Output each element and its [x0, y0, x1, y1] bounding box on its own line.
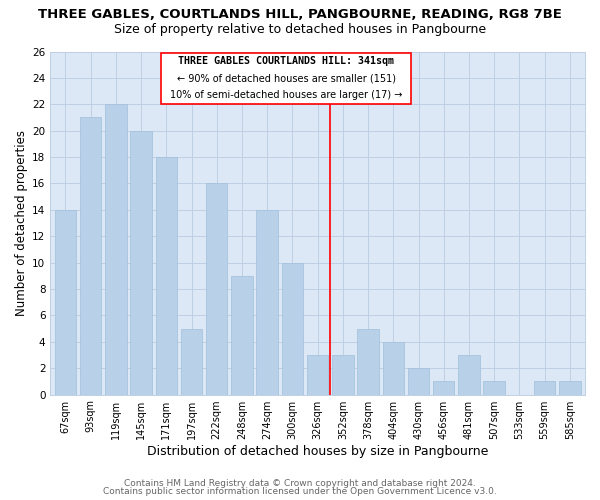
Text: THREE GABLES, COURTLANDS HILL, PANGBOURNE, READING, RG8 7BE: THREE GABLES, COURTLANDS HILL, PANGBOURN…: [38, 8, 562, 20]
Text: THREE GABLES COURTLANDS HILL: 341sqm: THREE GABLES COURTLANDS HILL: 341sqm: [178, 56, 394, 66]
Bar: [358, 328, 379, 394]
Bar: [458, 355, 479, 395]
Bar: [256, 210, 278, 394]
Bar: [484, 382, 505, 394]
Bar: [155, 157, 177, 394]
Bar: [55, 210, 76, 394]
Bar: [433, 382, 454, 394]
Bar: [231, 276, 253, 394]
Bar: [105, 104, 127, 395]
Text: Size of property relative to detached houses in Pangbourne: Size of property relative to detached ho…: [114, 22, 486, 36]
Text: 10% of semi-detached houses are larger (17) →: 10% of semi-detached houses are larger (…: [170, 90, 402, 101]
Bar: [130, 130, 152, 394]
Bar: [332, 355, 353, 395]
X-axis label: Distribution of detached houses by size in Pangbourne: Distribution of detached houses by size …: [147, 444, 488, 458]
Bar: [206, 184, 227, 394]
Bar: [181, 328, 202, 394]
Text: Contains public sector information licensed under the Open Government Licence v3: Contains public sector information licen…: [103, 487, 497, 496]
Bar: [80, 118, 101, 394]
Bar: [408, 368, 429, 394]
Bar: [559, 382, 581, 394]
Bar: [281, 262, 303, 394]
Bar: [534, 382, 556, 394]
FancyBboxPatch shape: [161, 53, 411, 104]
Text: ← 90% of detached houses are smaller (151): ← 90% of detached houses are smaller (15…: [176, 74, 395, 84]
Text: Contains HM Land Registry data © Crown copyright and database right 2024.: Contains HM Land Registry data © Crown c…: [124, 478, 476, 488]
Y-axis label: Number of detached properties: Number of detached properties: [15, 130, 28, 316]
Bar: [383, 342, 404, 394]
Bar: [307, 355, 328, 395]
